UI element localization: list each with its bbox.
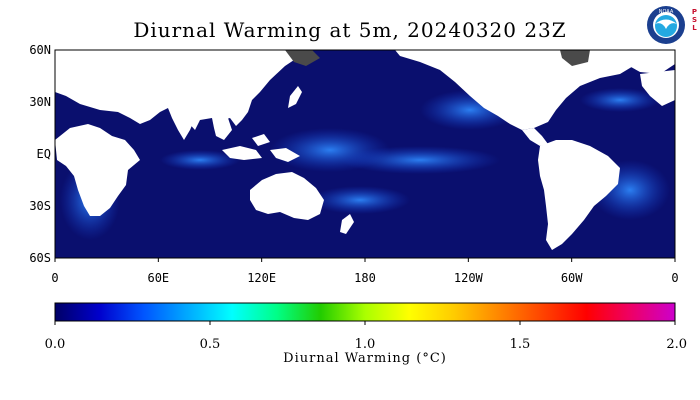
colorbar-label: 1.5 xyxy=(510,337,531,352)
europe-west-landmass xyxy=(640,70,675,106)
new-zealand-landmass xyxy=(340,214,354,234)
latitude-label: 60N xyxy=(29,43,51,57)
land-masses xyxy=(55,50,675,250)
south-america-landmass xyxy=(538,140,620,250)
longitude-label: 120W xyxy=(454,271,484,285)
latitude-label: 60S xyxy=(29,251,51,265)
colorbar xyxy=(54,302,676,322)
japan-landmass xyxy=(288,86,302,108)
latitude-label: 30N xyxy=(29,95,51,109)
latitude-label: EQ xyxy=(37,147,51,161)
europe-asia-landmass xyxy=(55,50,300,130)
maritime-islands xyxy=(222,134,300,162)
africa-landmass xyxy=(55,124,140,216)
india-landmass xyxy=(168,108,196,140)
map-plot-area xyxy=(54,49,676,259)
longitude-label: 120E xyxy=(247,271,276,285)
psl-letter: L xyxy=(692,24,697,32)
colorbar-gradient xyxy=(54,302,676,322)
noaa-logo-text: NOAA xyxy=(659,9,674,15)
noaa-bird-icon xyxy=(655,19,677,29)
colorbar-label: 1.0 xyxy=(355,337,376,352)
psl-letter: P xyxy=(691,8,698,16)
greenland-landmass xyxy=(600,50,675,74)
latitude-label: 30S xyxy=(29,199,51,213)
longitude-label: 0 xyxy=(51,271,58,285)
longitude-axis: 0 60E 120E 180 120W 60W 0 xyxy=(51,258,679,285)
longitude-label: 0 xyxy=(671,271,678,285)
colorbar-title: Diurnal Warming (°C) xyxy=(283,351,447,366)
psl-tag: P S L xyxy=(690,8,699,32)
longitude-label: 60W xyxy=(561,271,583,285)
australia-landmass xyxy=(250,172,324,220)
longitude-label: 60E xyxy=(147,271,169,285)
indochina-landmass xyxy=(212,118,232,140)
colorbar-label: 0.0 xyxy=(45,337,66,352)
psl-letter: S xyxy=(691,16,698,24)
north-america-landmass xyxy=(395,50,640,130)
longitude-label: 180 xyxy=(354,271,376,285)
noaa-logo: NOAA xyxy=(647,6,685,44)
colorbar-label: 0.5 xyxy=(200,337,221,352)
central-america-landmass xyxy=(522,128,548,146)
map-title: Diurnal Warming at 5m, 20240320 23Z xyxy=(133,18,567,42)
colorbar-ticks: 0.0 0.5 1.0 1.5 2.0 xyxy=(45,321,687,352)
latitude-axis: 60N 30N EQ 30S 60S xyxy=(29,43,51,265)
colorbar-label: 2.0 xyxy=(666,337,687,352)
